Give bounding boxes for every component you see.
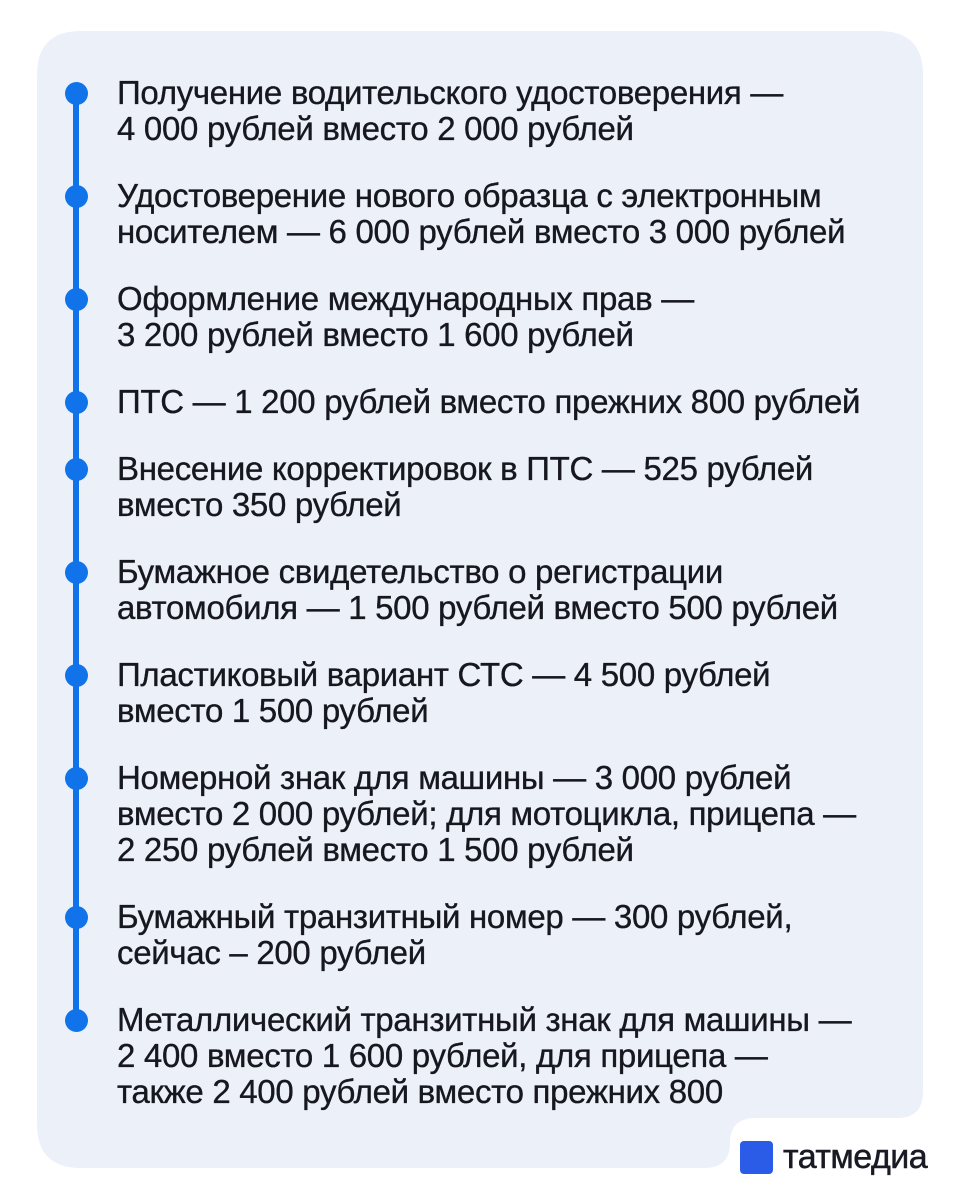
timeline-dot	[65, 767, 88, 790]
fee-item-text: ПТС — 1 200 рублей вместо прежних 800 ру…	[117, 383, 861, 420]
fee-item-plastic-sts: Пластиковый вариант СТС — 4 500 рублей в…	[65, 656, 901, 729]
fee-item-paper-registration: Бумажное свидетельство о регистрации авт…	[65, 553, 901, 626]
timeline-dot	[65, 185, 88, 208]
fee-item-text: Получение водительского удостоверения — …	[117, 74, 784, 147]
fee-item-text: Бумажный транзитный номер — 300 рублей, …	[117, 898, 793, 971]
fee-item-drivers-license: Получение водительского удостоверения — …	[65, 74, 901, 147]
fee-item-text: Оформление международных прав — 3 200 ру…	[117, 280, 695, 353]
fee-item-text: Бумажное свидетельство о регистрации авт…	[117, 553, 839, 626]
timeline-dot	[65, 458, 88, 481]
fee-item-text: Номерной знак для машины — 3 000 рублей …	[117, 759, 857, 868]
timeline-dot	[65, 906, 88, 929]
fee-item-text: Удостоверение нового образца с электронн…	[117, 177, 846, 250]
fee-item-electronic-license: Удостоверение нового образца с электронн…	[65, 177, 901, 250]
timeline-line	[73, 93, 79, 1020]
fee-item-metal-transit: Металлический транзитный знак для машины…	[65, 1001, 901, 1110]
timeline-dot	[65, 561, 88, 584]
timeline-dot	[65, 664, 88, 687]
tatmedia-logo-square-icon	[740, 1140, 773, 1174]
infographic-card	[37, 31, 923, 1168]
timeline-dot	[65, 391, 88, 414]
tatmedia-logo: татмедиа	[740, 1138, 928, 1176]
fee-item-text: Внесение корректировок в ПТС — 525 рубле…	[117, 450, 814, 523]
fee-item-paper-transit: Бумажный транзитный номер — 300 рублей, …	[65, 898, 901, 971]
fee-item-international-license: Оформление международных прав — 3 200 ру…	[65, 280, 901, 353]
fee-item-pts: ПТС — 1 200 рублей вместо прежних 800 ру…	[65, 383, 901, 420]
timeline-dot	[65, 82, 88, 105]
fee-list: Получение водительского удостоверения — …	[65, 74, 901, 1141]
fee-item-license-plate: Номерной знак для машины — 3 000 рублей …	[65, 759, 901, 868]
fee-item-text: Пластиковый вариант СТС — 4 500 рублей в…	[117, 656, 771, 729]
tatmedia-logo-label: татмедиа	[783, 1138, 928, 1176]
timeline-dot	[65, 1009, 88, 1032]
timeline-dot	[65, 288, 88, 311]
fee-item-pts-corrections: Внесение корректировок в ПТС — 525 рубле…	[65, 450, 901, 523]
fee-item-text: Металлический транзитный знак для машины…	[117, 1001, 852, 1110]
